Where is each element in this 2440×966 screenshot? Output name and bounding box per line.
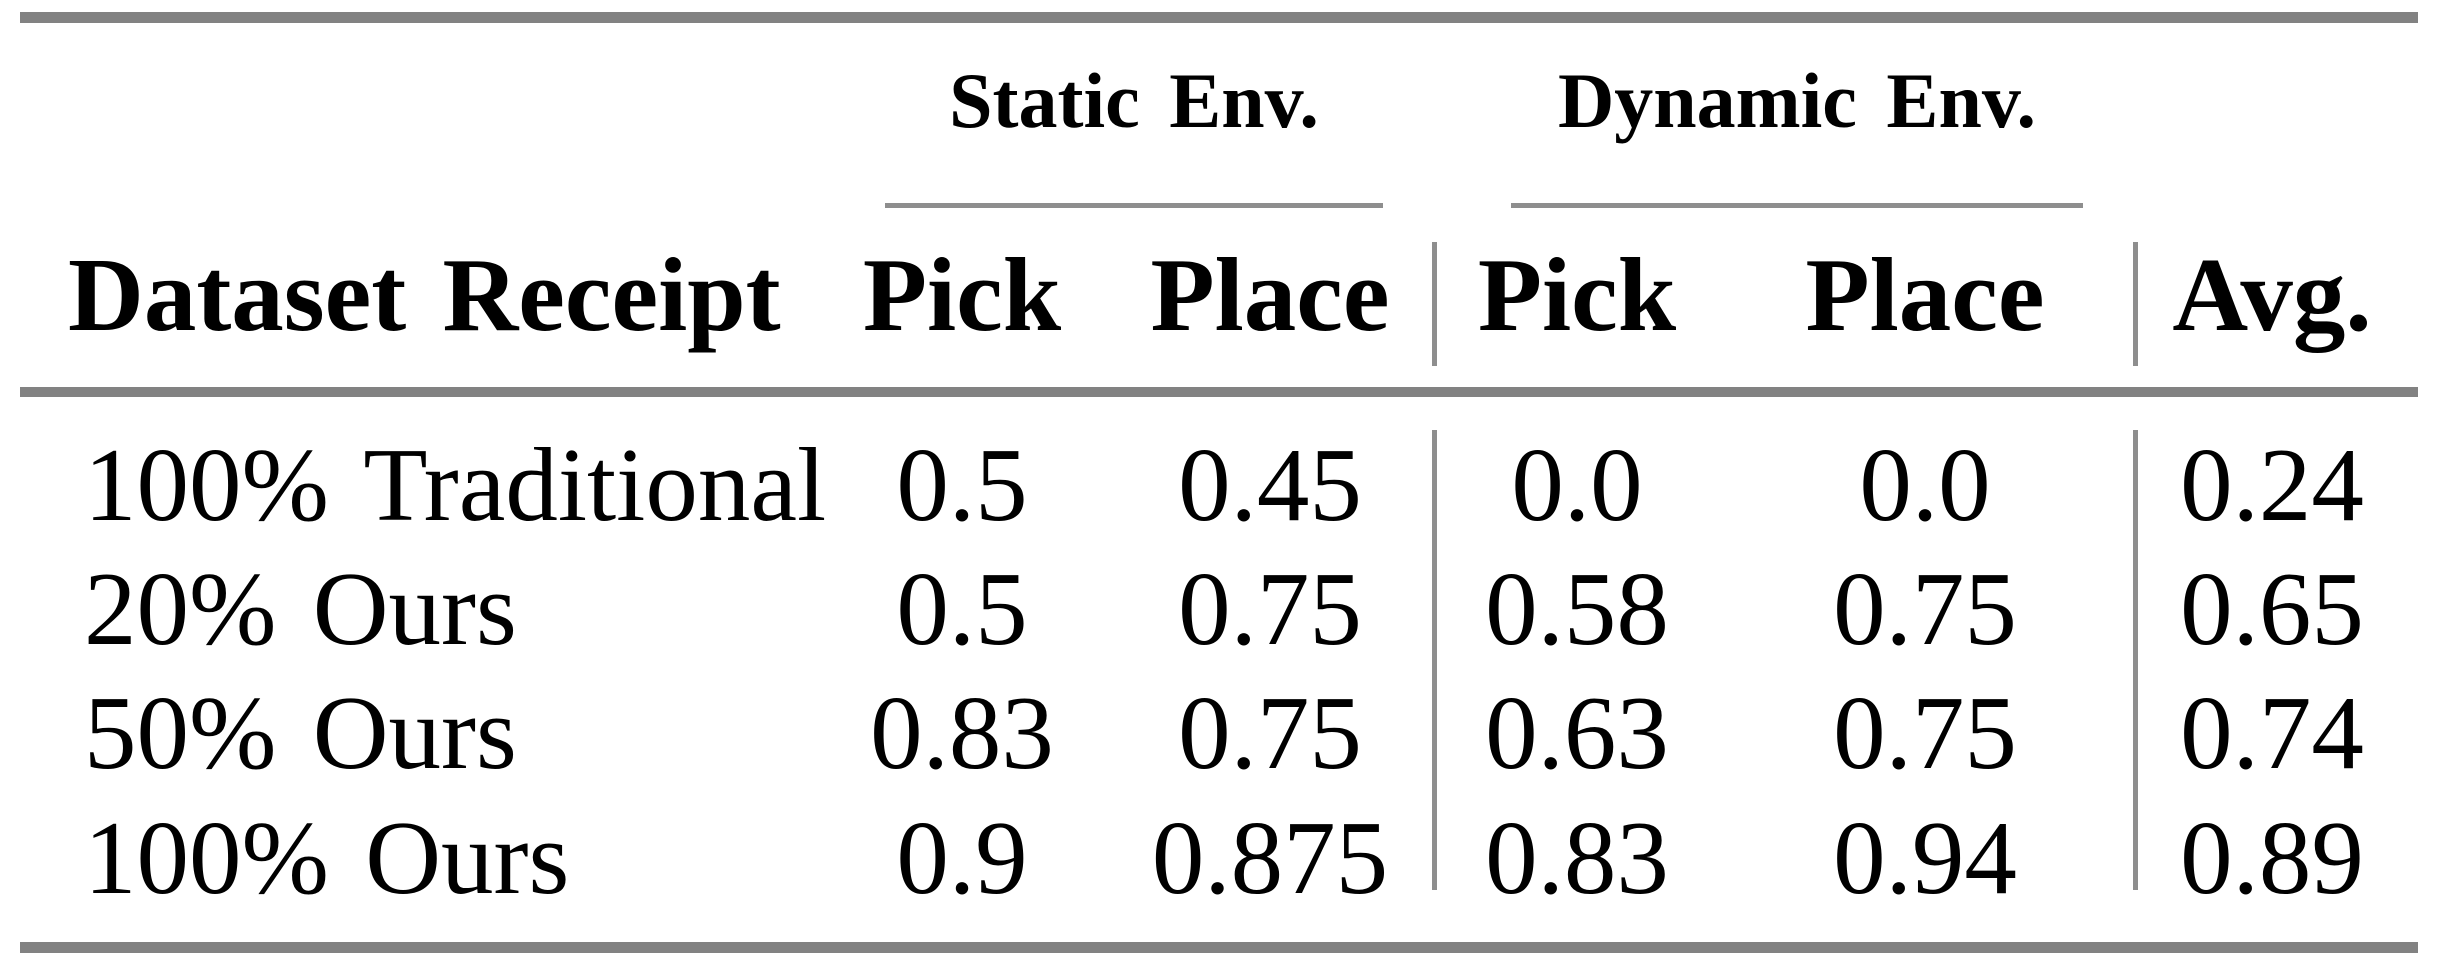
row-label: 100% Traditional <box>84 426 827 543</box>
cell-avg: 0.65 <box>2180 550 2364 667</box>
static-env-cmidrule <box>885 203 1383 208</box>
row-label: 20% Ours <box>84 550 517 667</box>
cell-avg: 0.89 <box>2180 799 2364 916</box>
cell-static-pick: 0.5 <box>896 550 1028 667</box>
static-dynamic-divider-body <box>1432 430 1437 890</box>
cell-dynamic-place: 0.75 <box>1833 550 2017 667</box>
cell-static-place: 0.45 <box>1178 426 1362 543</box>
row-label: 100% Ours <box>84 799 570 916</box>
cell-dynamic-place: 0.75 <box>1833 674 2017 791</box>
cell-dynamic-pick: 0.83 <box>1485 799 1669 916</box>
header-dataset-receipt: Dataset Receipt <box>68 236 781 353</box>
cell-static-pick: 0.83 <box>870 674 1054 791</box>
static-dynamic-divider-header <box>1432 242 1437 366</box>
row-label: 50% Ours <box>84 674 517 791</box>
cell-static-place: 0.875 <box>1151 799 1389 916</box>
cell-dynamic-pick: 0.0 <box>1511 426 1643 543</box>
cell-static-place: 0.75 <box>1178 550 1362 667</box>
cell-static-pick: 0.9 <box>896 799 1028 916</box>
header-static-pick: Pick <box>862 236 1062 353</box>
cell-avg: 0.24 <box>2180 426 2364 543</box>
top-rule <box>20 12 2418 23</box>
avg-divider-body <box>2133 430 2138 890</box>
bottom-rule <box>20 942 2418 953</box>
cell-avg: 0.74 <box>2180 674 2364 791</box>
cell-static-place: 0.75 <box>1178 674 1362 791</box>
header-rule <box>20 387 2418 397</box>
dynamic-env-cmidrule <box>1511 203 2083 208</box>
header-dynamic-pick: Pick <box>1477 236 1677 353</box>
cell-dynamic-place: 0.0 <box>1859 426 1991 543</box>
cell-dynamic-pick: 0.58 <box>1485 550 1669 667</box>
cell-static-pick: 0.5 <box>896 426 1028 543</box>
header-avg: Avg. <box>2172 236 2372 353</box>
column-group-static-env: Static Env. <box>949 57 1319 144</box>
avg-divider-header <box>2133 242 2138 366</box>
column-group-dynamic-env: Dynamic Env. <box>1557 57 2037 144</box>
header-static-place: Place <box>1150 236 1390 353</box>
header-dynamic-place: Place <box>1805 236 2045 353</box>
cell-dynamic-pick: 0.63 <box>1485 674 1669 791</box>
cell-dynamic-place: 0.94 <box>1833 799 2017 916</box>
